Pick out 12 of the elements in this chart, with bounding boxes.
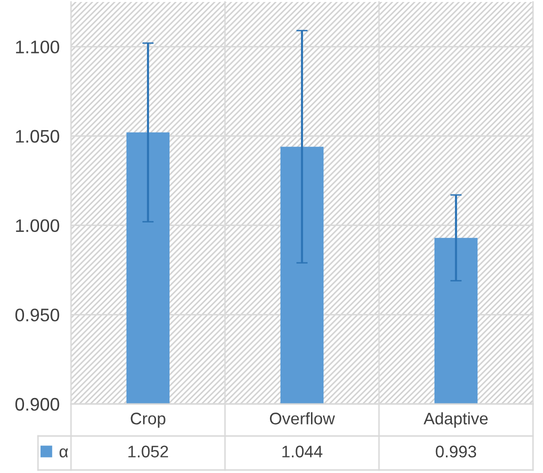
data-label: 1.044: [282, 446, 322, 458]
data-label: 0.993: [436, 446, 476, 458]
x-tick-label: Adaptive: [424, 412, 488, 428]
x-tick-label: Crop: [130, 412, 166, 428]
y-tick-label: 0.950: [15, 308, 60, 322]
data-label: 1.052: [128, 446, 168, 458]
y-tick-label: 0.900: [15, 398, 60, 411]
y-tick-label: 1.100: [16, 40, 60, 54]
y-tick-label: 1.000: [16, 219, 60, 232]
legend-label: α: [60, 448, 68, 458]
y-tick-label: 1.050: [16, 130, 60, 143]
x-tick-label: Overflow: [270, 412, 335, 424]
